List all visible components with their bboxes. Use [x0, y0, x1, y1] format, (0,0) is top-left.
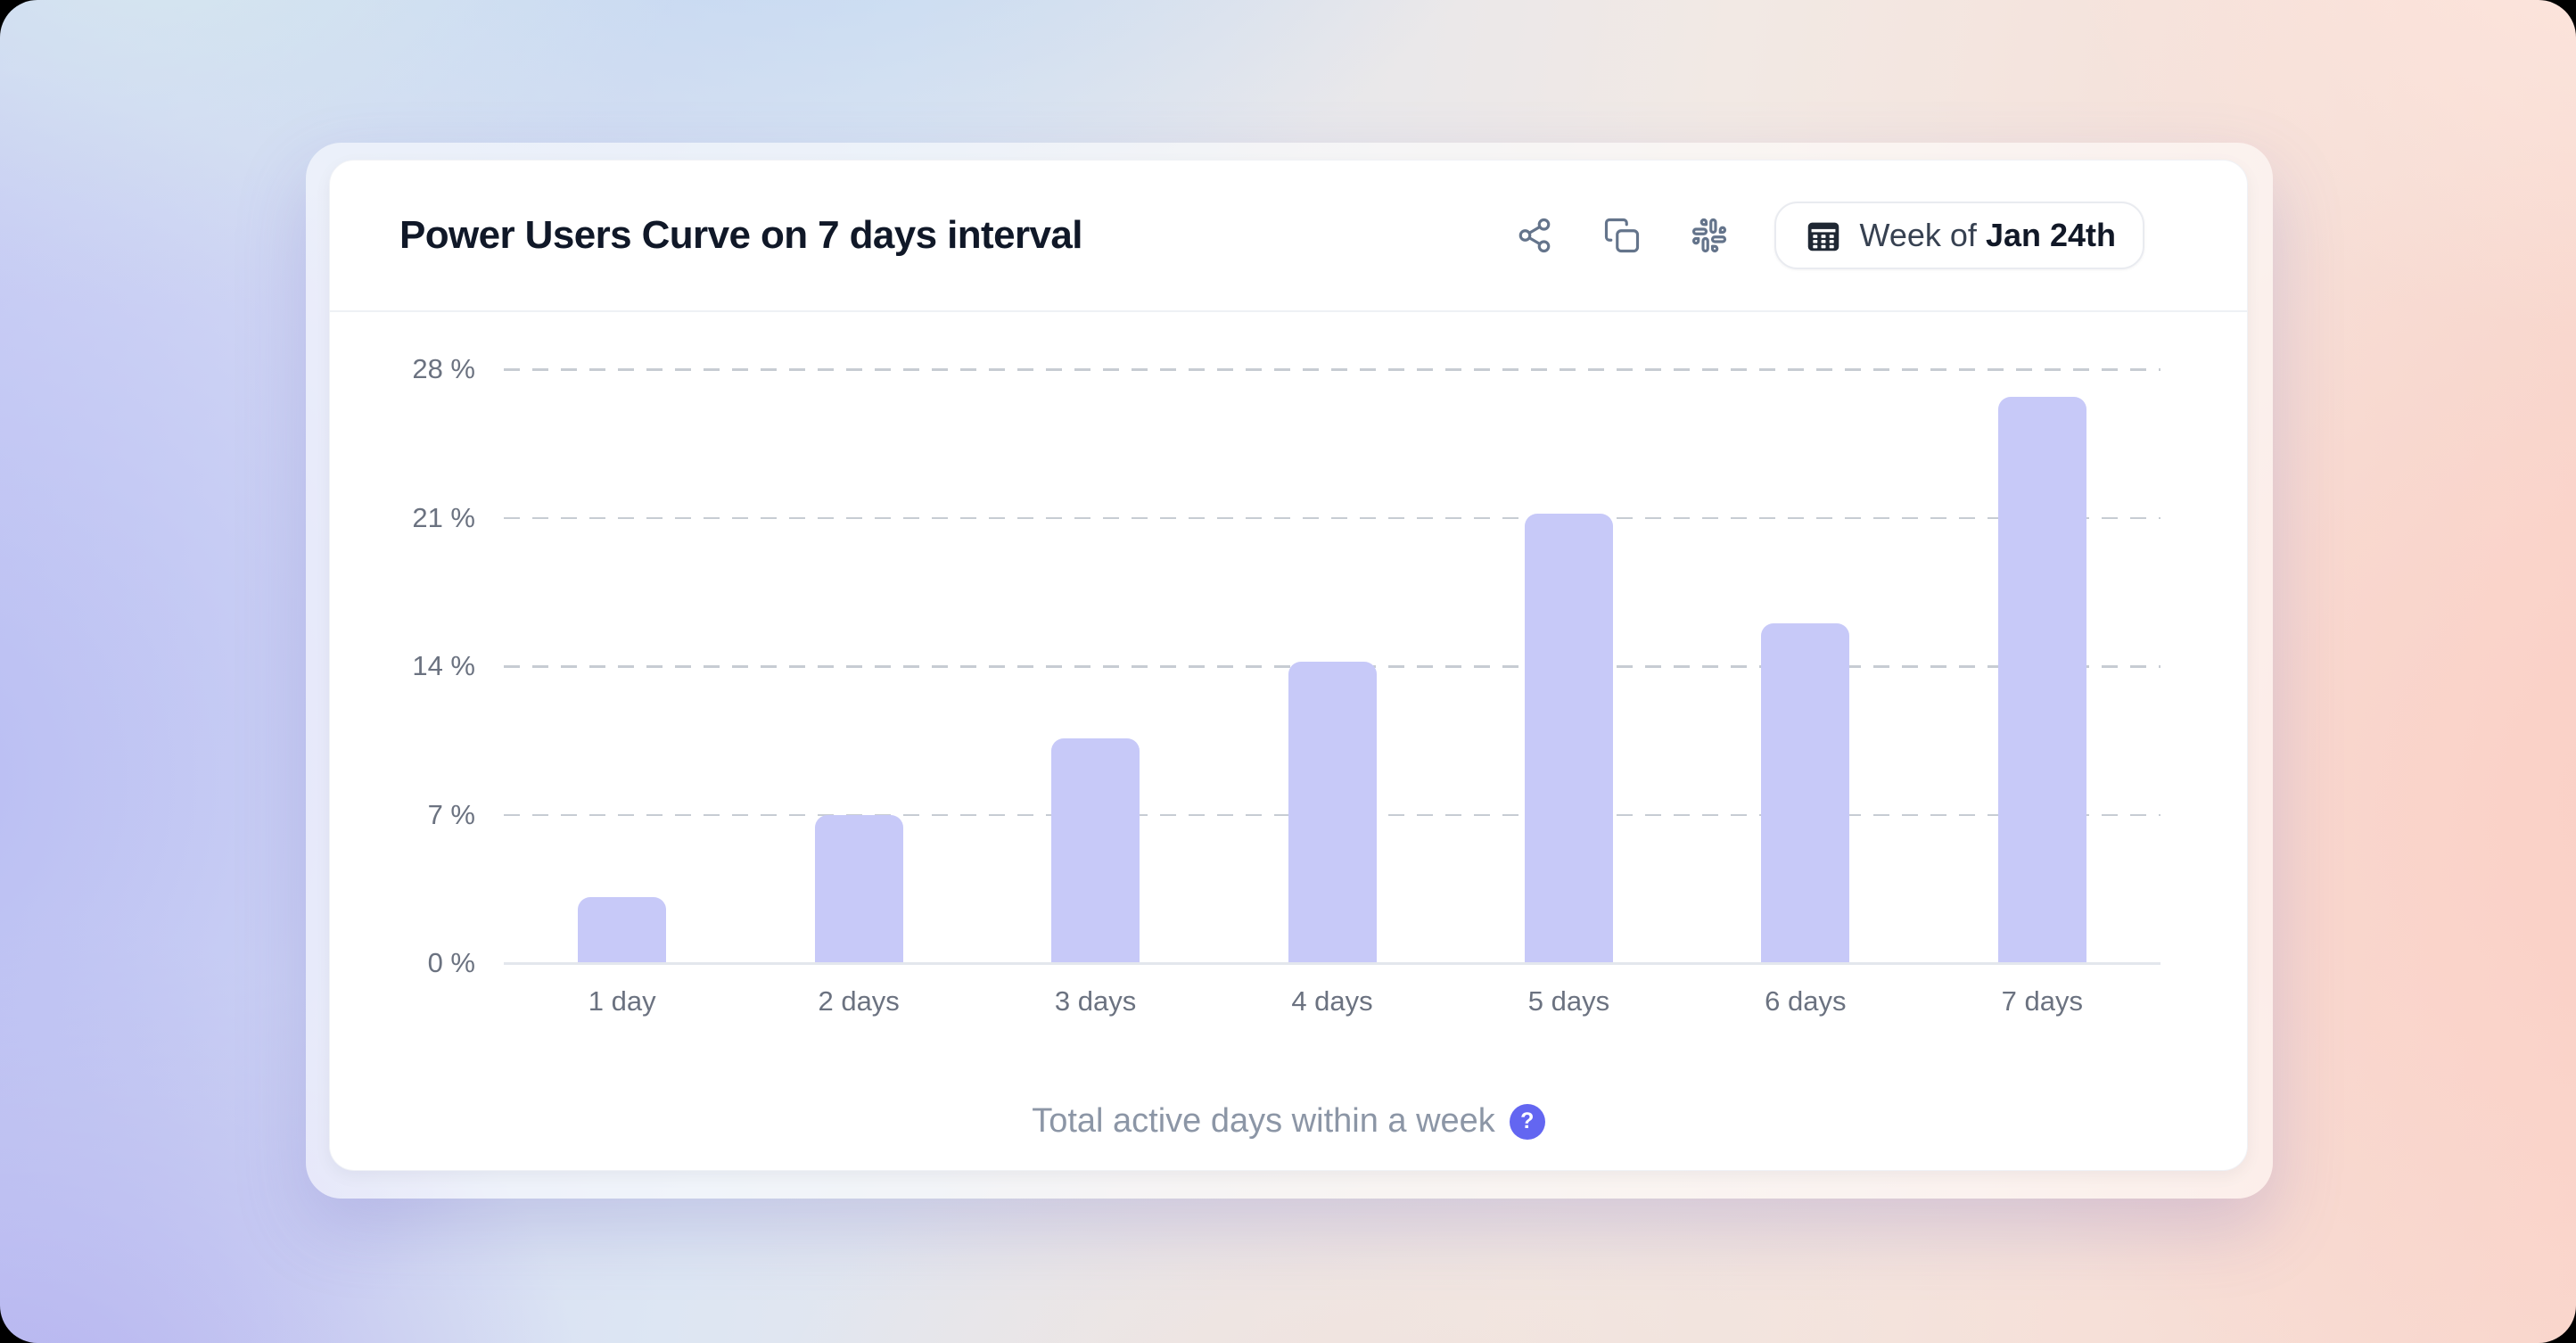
week-selector-label: Week of Jan 24th: [1859, 217, 2116, 253]
slack-icon: [1691, 218, 1726, 253]
copy-button[interactable]: [1603, 217, 1641, 254]
card-footer: Total active days within a week ?: [330, 1102, 2247, 1141]
help-icon[interactable]: ?: [1509, 1103, 1545, 1140]
y-tick-label: 14 %: [412, 650, 475, 681]
slack-button[interactable]: [1691, 217, 1728, 254]
x-tick-label: 4 days: [1291, 985, 1373, 1017]
y-tick-label: 28 %: [412, 353, 475, 384]
y-tick-label: 0 %: [427, 947, 475, 978]
bar-1-day[interactable]: [578, 897, 667, 963]
header-actions: Week of Jan 24th: [1516, 202, 2144, 269]
bar-3-days[interactable]: [1051, 737, 1140, 963]
chart-title: Power Users Curve on 7 days interval: [399, 213, 1082, 257]
copy-icon: [1604, 218, 1639, 253]
header-divider: [330, 310, 2247, 312]
chart-widget-frame: Power Users Curve on 7 days interval: [306, 143, 2273, 1199]
bar-2-days[interactable]: [814, 814, 903, 963]
x-tick-label: 2 days: [818, 985, 900, 1017]
chart-card: Power Users Curve on 7 days interval: [329, 160, 2248, 1171]
share-button[interactable]: [1516, 217, 1553, 254]
bar-5-days[interactable]: [1524, 513, 1613, 963]
x-tick-label: 6 days: [1765, 985, 1847, 1017]
x-tick-label: 1 day: [588, 985, 656, 1017]
calendar-icon: [1807, 222, 1839, 251]
share-icon: [1518, 218, 1550, 253]
gridline: [504, 368, 2160, 371]
y-tick-label: 21 %: [412, 501, 475, 533]
card-header: Power Users Curve on 7 days interval: [330, 161, 2247, 310]
x-tick-label: 5 days: [1527, 985, 1610, 1017]
x-tick-label: 7 days: [2001, 985, 2083, 1017]
y-tick-label: 7 %: [427, 798, 475, 830]
footer-label: Total active days within a week: [1032, 1102, 1495, 1140]
week-selector-button[interactable]: Week of Jan 24th: [1774, 202, 2144, 269]
gridline: [504, 516, 2160, 519]
bar-6-days[interactable]: [1761, 623, 1850, 963]
bar-4-days[interactable]: [1288, 662, 1377, 963]
x-axis-line: [504, 962, 2160, 965]
bar-7-days[interactable]: [1997, 396, 2086, 963]
x-tick-label: 3 days: [1054, 985, 1137, 1017]
bar-chart: 0 % 7 % 14 % 21 % 28 % 1 day 2 days 3 days 4 day…: [330, 161, 2247, 1170]
